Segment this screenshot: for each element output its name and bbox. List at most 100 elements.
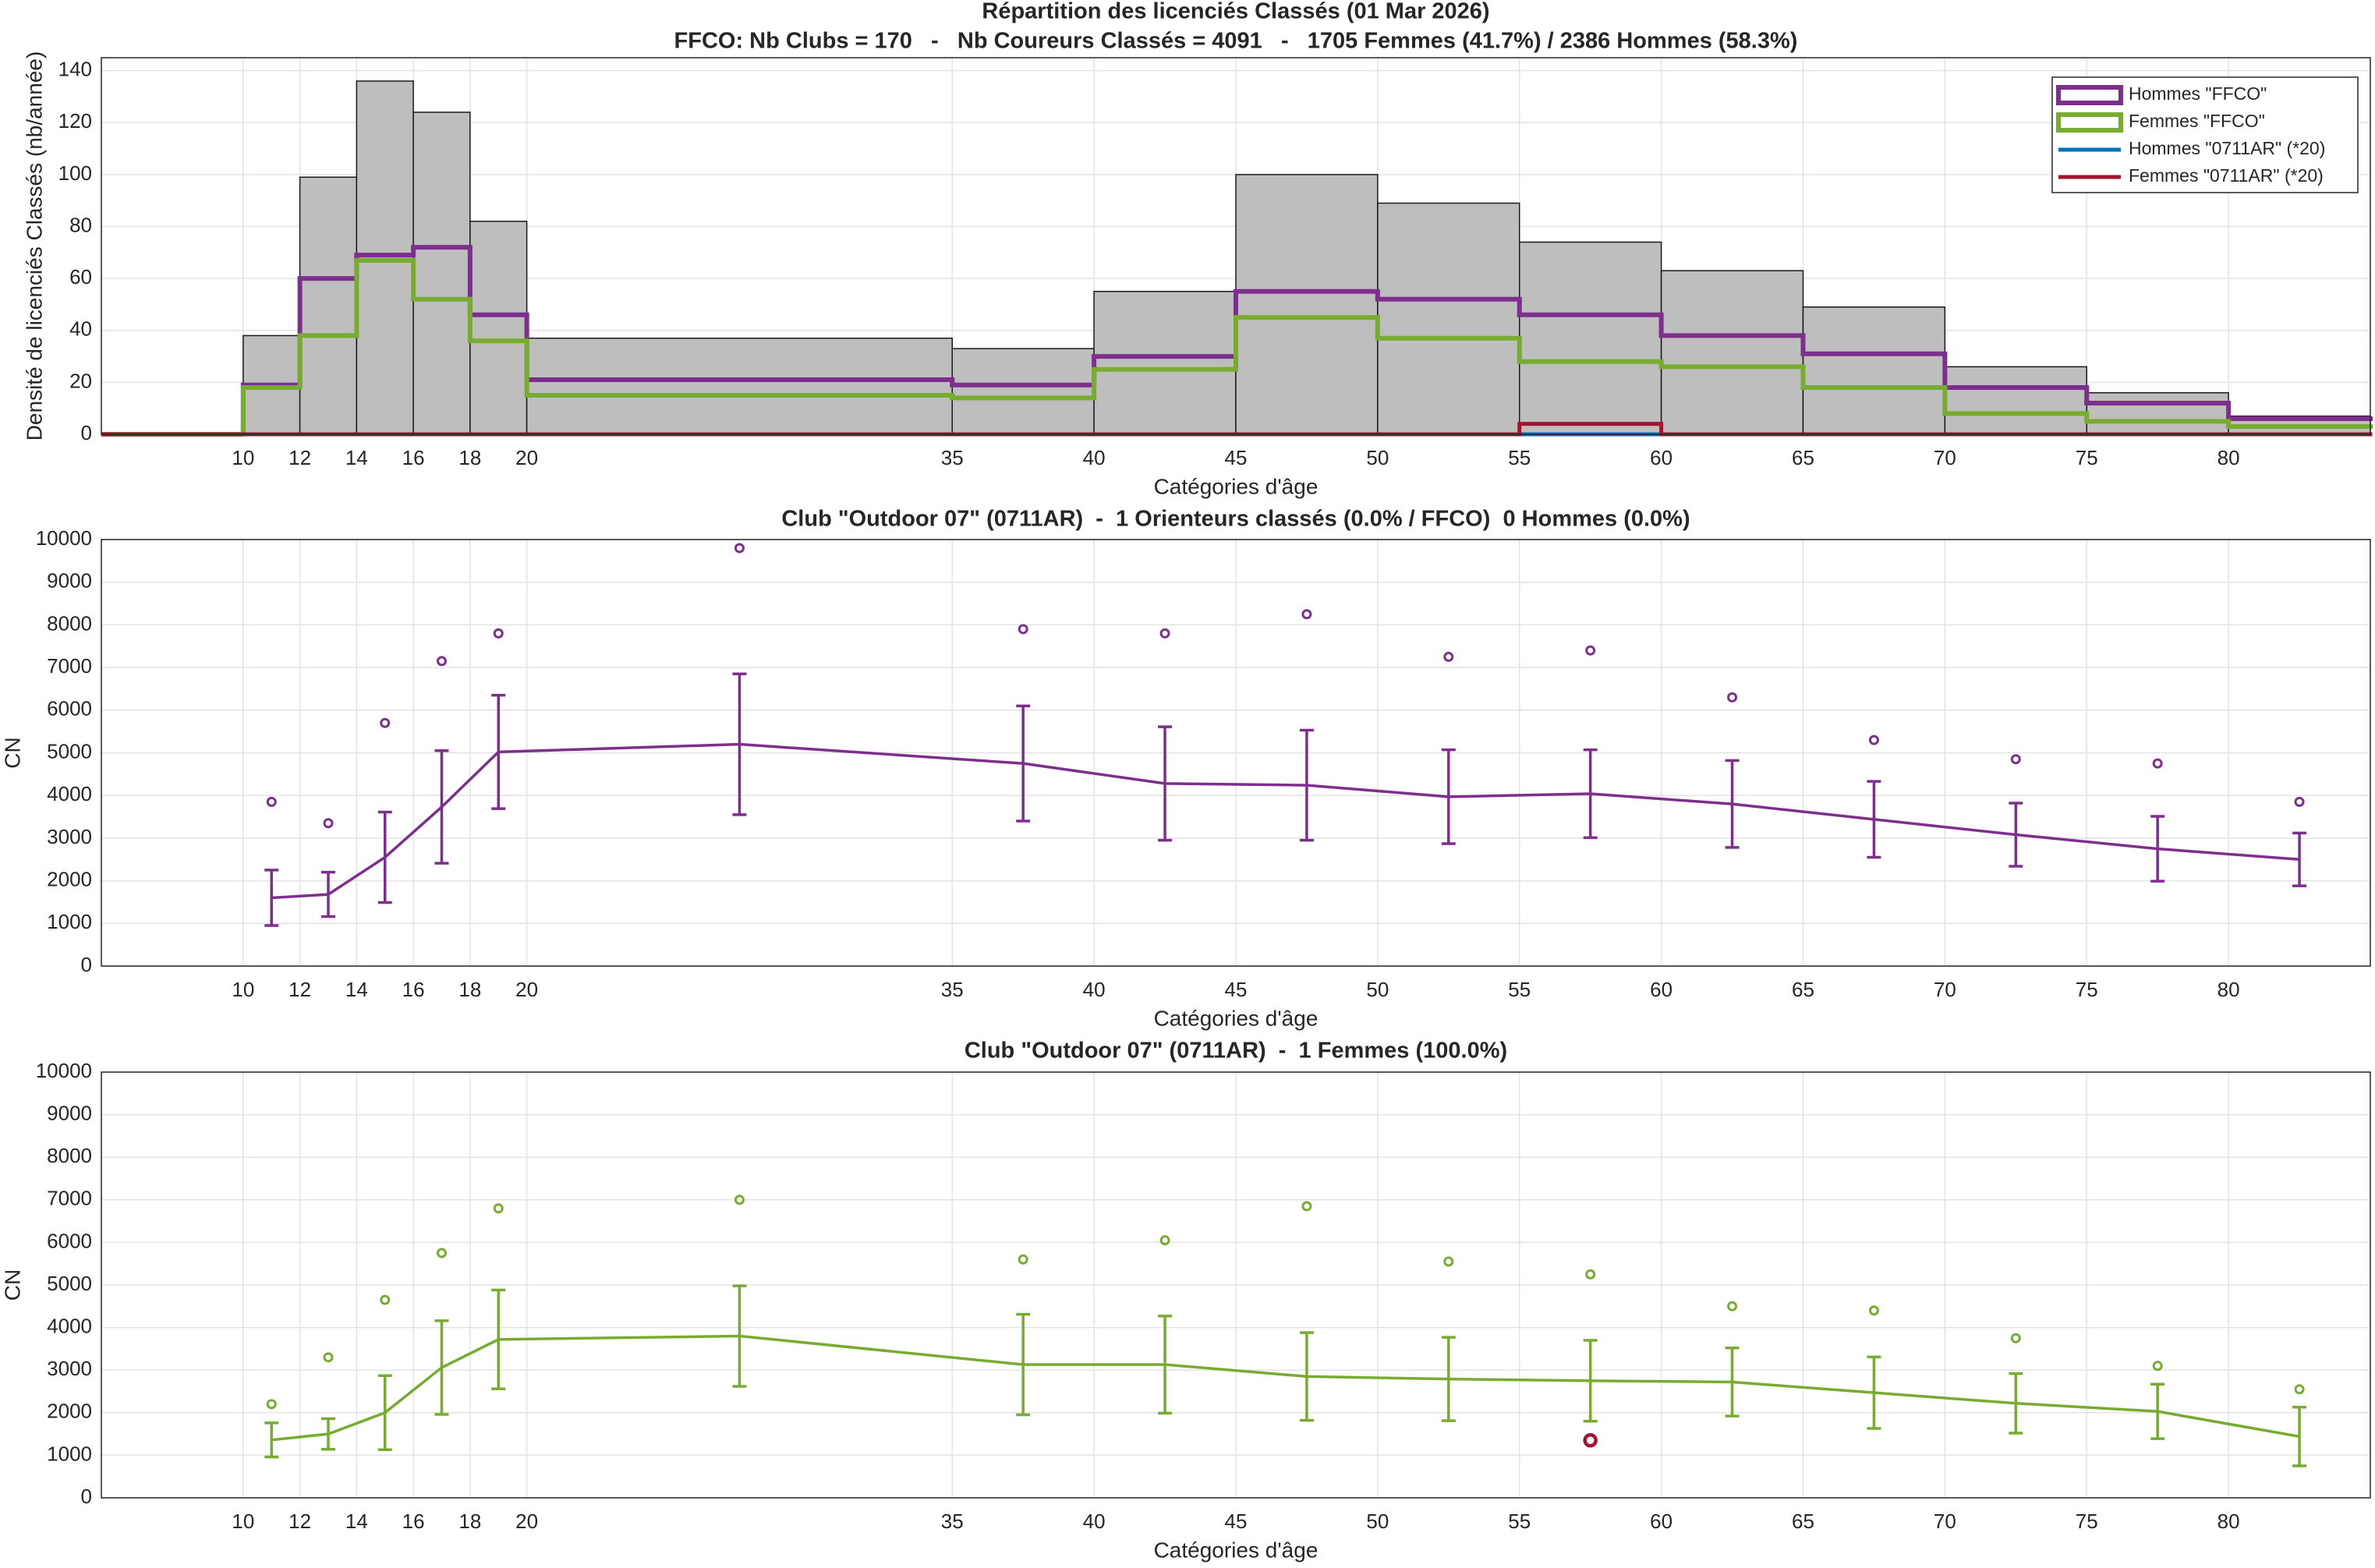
error-bar <box>1158 725 1173 842</box>
outlier-point <box>1301 1201 1312 1212</box>
y-tick-label: 3000 <box>47 1357 92 1380</box>
y-tick-label: 40 <box>69 317 92 341</box>
bar <box>299 176 358 435</box>
error-bar <box>2009 802 2023 868</box>
x-tick-label: 45 <box>1225 446 1248 469</box>
error-bar <box>321 1417 335 1451</box>
x-tick-label: 14 <box>345 978 368 1001</box>
bar <box>1519 241 1662 435</box>
x-tick-label: 20 <box>515 1510 538 1533</box>
x-tick-label: 40 <box>1083 978 1106 1001</box>
legend-label: Femmes "0711AR" (*20) <box>2129 165 2324 186</box>
y-tick-label: 5000 <box>47 739 92 763</box>
y-axis-label: Densité de licenciés Classés (nb/année) <box>22 51 46 441</box>
x-tick-label: 70 <box>1934 978 1956 1001</box>
error-bar <box>1016 1312 1031 1417</box>
chart-title: Club "Outdoor 07" (0711AR) - 1 Femmes (1… <box>965 1039 1507 1064</box>
x-tick-label: 55 <box>1508 446 1531 469</box>
error-bar <box>434 749 449 865</box>
x-tick-label: 60 <box>1650 978 1672 1001</box>
bar <box>1802 306 1946 435</box>
legend-label: Hommes "FFCO" <box>2129 83 2267 104</box>
y-tick-label: 1000 <box>47 1442 92 1465</box>
outlier-point <box>1443 1256 1454 1267</box>
error-bar <box>1583 748 1598 840</box>
outlier-point <box>1301 609 1312 620</box>
y-tick-label: 4000 <box>47 782 92 805</box>
x-axis-label: Catégories d'âge <box>1154 1538 1318 1562</box>
x-tick-label: 55 <box>1508 1510 1531 1533</box>
outlier-point <box>1868 734 1879 745</box>
highlight-point <box>1583 1433 1598 1448</box>
y-tick-label: 7000 <box>47 1187 92 1210</box>
chart: 10 12 14 16 18 20 35 40 45 50 55 60 65 70 75 80 0 1000 200… <box>0 1039 2371 1562</box>
y-tick-label: 2000 <box>47 1400 92 1423</box>
legend-swatch <box>2056 85 2123 105</box>
y-tick-label: 10000 <box>36 1059 92 1082</box>
outlier-point <box>380 1294 391 1305</box>
y-axis-label: CN <box>0 737 24 768</box>
x-tick-label: 10 <box>232 1510 254 1533</box>
outlier-point <box>2152 758 2163 769</box>
error-bar <box>377 1374 392 1452</box>
x-tick-label: 70 <box>1934 1510 1956 1533</box>
x-tick-label: 75 <box>2076 978 2098 1001</box>
error-bar <box>1725 1347 1740 1418</box>
y-tick-label: 3000 <box>47 825 92 848</box>
outlier-point <box>1159 628 1170 639</box>
axes-box <box>101 57 2371 435</box>
y-tick-label: 0 <box>81 421 92 444</box>
error-bar <box>2150 1382 2165 1440</box>
legend-label: Hommes "0711AR" (*20) <box>2129 138 2325 158</box>
bar <box>1944 366 2087 435</box>
x-tick-label: 14 <box>345 446 368 469</box>
error-bar <box>264 1421 279 1459</box>
x-tick-label: 45 <box>1225 978 1248 1001</box>
y-tick-label: 1000 <box>47 910 92 933</box>
outlier-point <box>2294 796 2305 807</box>
x-tick-label: 16 <box>402 1510 425 1533</box>
y-tick-label: 60 <box>69 265 92 288</box>
outlier-point <box>1868 1305 1879 1316</box>
x-tick-label: 80 <box>2217 446 2240 469</box>
x-tick-label: 75 <box>2076 446 2098 469</box>
legend-label: Femmes "FFCO" <box>2129 111 2265 131</box>
error-bar <box>321 870 335 919</box>
error-bar <box>1299 728 1314 842</box>
y-tick-label: 9000 <box>47 569 92 593</box>
x-tick-label: 18 <box>458 1510 481 1533</box>
x-tick-label: 50 <box>1366 1510 1389 1533</box>
outlier-point <box>323 818 334 829</box>
bar <box>1660 270 1804 435</box>
x-axis-label: Catégories d'âge <box>1154 474 1318 498</box>
outlier-point <box>1585 1269 1596 1280</box>
outlier-point <box>1727 1301 1738 1311</box>
x-tick-label: 10 <box>232 446 254 469</box>
x-tick-label: 75 <box>2076 1510 2098 1533</box>
outlier-point <box>2010 754 2021 765</box>
x-tick-label: 12 <box>288 978 311 1001</box>
x-tick-label: 60 <box>1650 446 1672 469</box>
outlier-point <box>2010 1333 2021 1343</box>
y-tick-label: 120 <box>58 109 92 133</box>
outlier-point <box>2152 1361 2163 1372</box>
error-bar <box>264 869 279 927</box>
error-bar <box>1441 748 1456 845</box>
x-tick-label: 35 <box>941 1510 964 1533</box>
bar <box>1235 174 1379 435</box>
outlier-point <box>1727 692 1738 703</box>
line <box>271 742 2300 900</box>
x-tick-label: 50 <box>1366 446 1389 469</box>
outlier-point <box>437 656 447 667</box>
y-tick-label: 6000 <box>47 697 92 720</box>
error-bar <box>732 1284 747 1388</box>
outlier-point <box>323 1352 334 1363</box>
error-bar <box>2292 831 2307 887</box>
y-tick-label: 7000 <box>47 654 92 678</box>
chart-subtitle: FFCO: Nb Clubs = 170 - Nb Coureurs Class… <box>674 29 1798 54</box>
error-bar <box>1299 1331 1314 1422</box>
chart: 10 12 14 16 18 20 35 40 45 50 55 60 65 70 75 80 0 1000 200… <box>0 507 2371 1030</box>
y-tick-label: 140 <box>58 58 92 81</box>
x-tick-label: 80 <box>2217 978 2240 1001</box>
x-tick-label: 65 <box>1792 1510 1814 1533</box>
